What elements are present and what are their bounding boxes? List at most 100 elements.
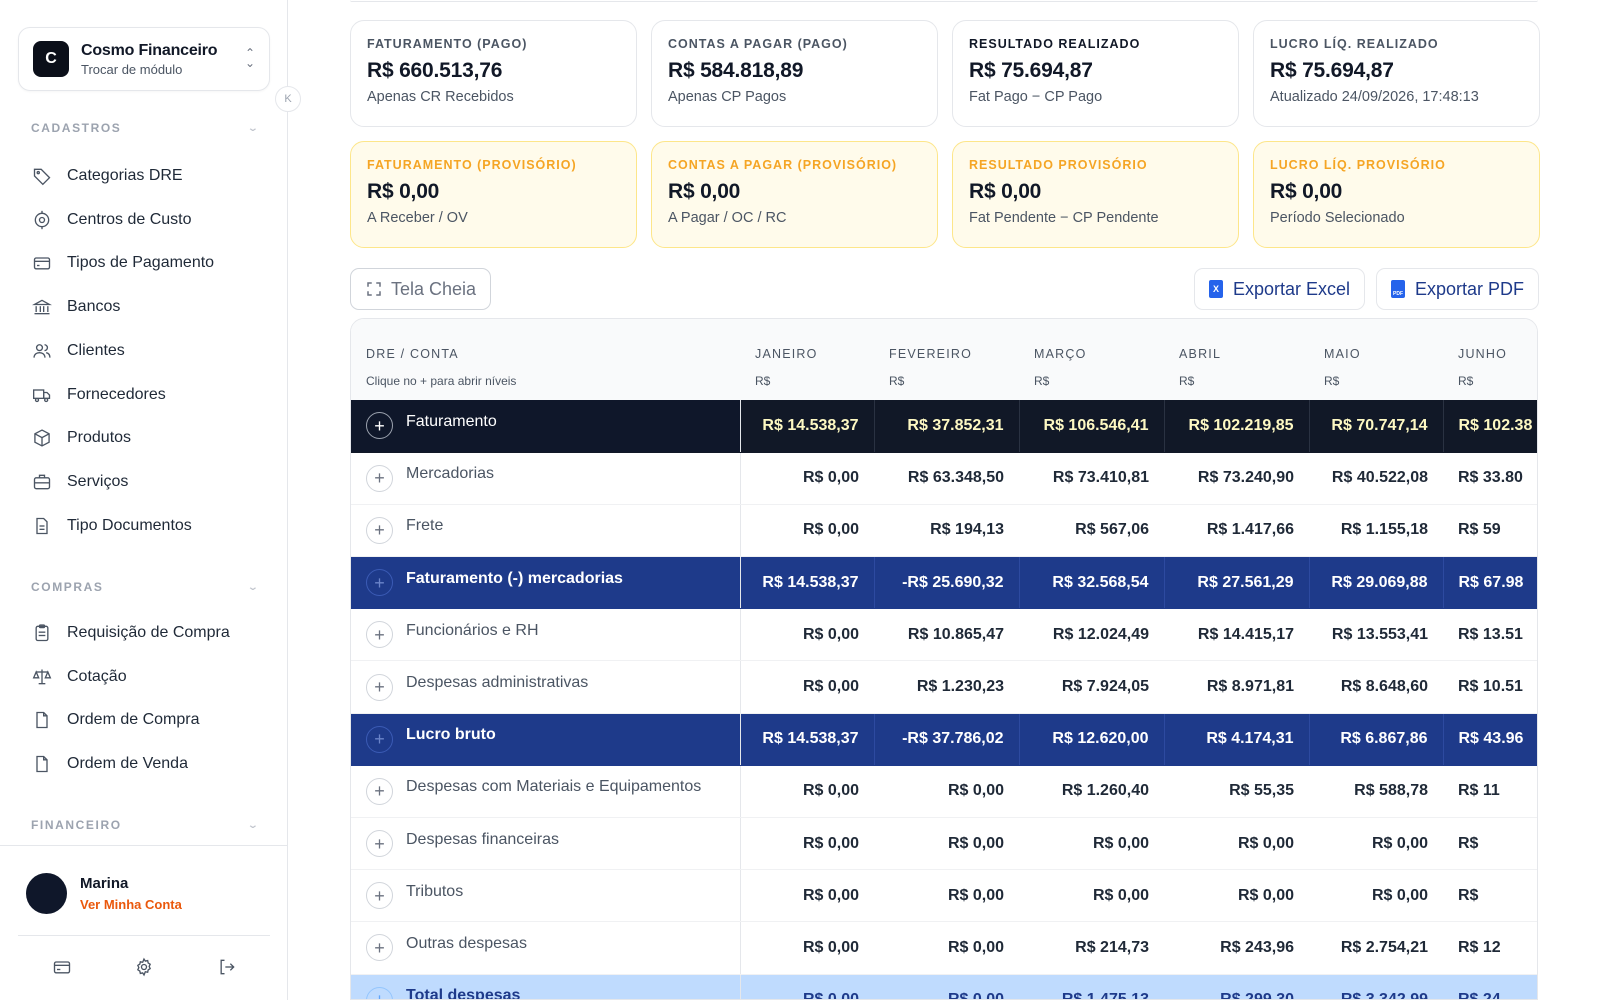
row-label: Outras despesas: [406, 934, 527, 952]
expand-plus-icon[interactable]: +: [366, 986, 393, 999]
row-account-inner: + Frete: [366, 516, 739, 544]
column-currency: R$: [1309, 361, 1443, 400]
sidebar-item-tipo-documentos[interactable]: Tipo Documentos: [31, 512, 192, 540]
document-icon: [31, 515, 53, 537]
column-header-month: MAIO: [1309, 319, 1443, 361]
cell-value: R$ 10.51: [1443, 660, 1537, 714]
export-pdf-button[interactable]: PDF Exportar PDF: [1376, 268, 1540, 310]
cell-value: R$: [1443, 869, 1537, 923]
cell-value: R$ 0,00: [874, 869, 1019, 923]
section-header-cadastros[interactable]: CADASTROS ⌄: [31, 121, 259, 135]
row-label: Total despesas: [406, 987, 521, 1000]
card-label: FATURAMENTO (PROVISÓRIO): [367, 158, 577, 172]
column-header-month: JANEIRO: [740, 319, 874, 361]
sidebar-item-servi-os[interactable]: Serviços: [31, 468, 128, 496]
expand-plus-icon[interactable]: +: [366, 569, 393, 597]
sidebar-item-tipos-de-pagamento[interactable]: Tipos de Pagamento: [31, 249, 214, 277]
chevron-down-icon: ⌄: [247, 819, 261, 831]
file-icon: [31, 753, 53, 775]
expand-plus-icon[interactable]: +: [366, 725, 393, 753]
expand-plus-icon[interactable]: +: [366, 673, 393, 701]
sidebar-item-ordem-de-compra[interactable]: Ordem de Compra: [31, 706, 200, 734]
collapse-sidebar-button[interactable]: K: [275, 86, 301, 112]
row-account-inner: + Despesas financeiras: [366, 830, 739, 858]
row-account-inner: + Outras despesas: [366, 934, 739, 962]
export-pdf-label: Exportar PDF: [1415, 278, 1525, 299]
cell-value: R$ 0,00: [1019, 817, 1164, 871]
table-row: + Despesas com Materiais e Equipamentos R$…: [351, 765, 1537, 819]
summary-card: CONTAS A PAGAR (PAGO) R$ 584.818,89 Apenas…: [651, 20, 938, 127]
my-account-link[interactable]: Ver Minha Conta: [80, 897, 182, 912]
cell-value: R$ 7.924,05: [1019, 660, 1164, 714]
table-row: + Frete R$ 0,00 R$ 194,13 R$ 567,06 R$ 1.417,…: [351, 504, 1537, 558]
sidebar-item-fornecedores[interactable]: Fornecedores: [31, 381, 166, 409]
sidebar-item-bancos[interactable]: Bancos: [31, 293, 120, 321]
sidebar-item-label: Cotação: [67, 667, 127, 685]
chevron-down-icon: ⌄: [247, 581, 261, 593]
logout-icon[interactable]: [214, 954, 240, 980]
sidebar-item-clientes[interactable]: Clientes: [31, 337, 125, 365]
expand-plus-icon[interactable]: +: [366, 412, 393, 440]
cell-value: R$ 0,00: [740, 452, 874, 505]
bank-icon: [31, 296, 53, 318]
section-header-compras[interactable]: COMPRAS ⌄: [31, 580, 259, 594]
sidebar-item-produtos[interactable]: Produtos: [31, 424, 131, 452]
cell-value: R$ 63.348,50: [874, 452, 1019, 505]
dre-table: DRE / CONTA JANEIRO FEVEREIRO MARÇO ABRIL MAI…: [350, 318, 1538, 1000]
cell-value: R$ 59: [1443, 504, 1537, 558]
row-account: + Despesas financeiras: [351, 817, 741, 871]
card-icon[interactable]: [49, 954, 75, 980]
section-header-financeiro[interactable]: FINANCEIRO ⌄: [31, 818, 259, 832]
fullscreen-button[interactable]: Tela Cheia: [350, 268, 492, 310]
sidebar-item-label: Serviços: [67, 472, 129, 490]
pdf-file-icon: PDF: [1391, 280, 1405, 298]
section-title: CADASTROS: [31, 121, 122, 135]
sidebar-item-categorias-dre[interactable]: Categorias DRE: [31, 162, 183, 190]
card-value: R$ 0,00: [668, 180, 741, 203]
sidebar-item-requisi-o-de-compra[interactable]: Requisição de Compra: [31, 619, 230, 647]
expand-plus-icon[interactable]: +: [366, 777, 393, 805]
card-value: R$ 584.818,89: [668, 59, 804, 82]
cell-value: R$ 1.155,18: [1309, 504, 1443, 558]
row-account-inner: + Faturamento (-) mercadorias: [366, 569, 739, 597]
column-currency: R$: [1019, 361, 1164, 400]
cell-value: R$ 0,00: [874, 921, 1019, 975]
module-switcher[interactable]: C Cosmo Financeiro Trocar de módulo ⌃ ⌄: [18, 27, 270, 91]
sidebar-item-centros-de-custo[interactable]: Centros de Custo: [31, 206, 192, 234]
expand-plus-icon[interactable]: +: [366, 830, 393, 858]
cell-value: R$ 55,35: [1164, 765, 1309, 819]
cell-value: R$ 24: [1443, 974, 1537, 999]
sidebar-item-ordem-de-venda[interactable]: Ordem de Venda: [31, 750, 188, 778]
row-account-inner: + Despesas administrativas: [366, 673, 739, 701]
cell-value: R$ 0,00: [740, 817, 874, 871]
expand-plus-icon[interactable]: +: [366, 621, 393, 649]
cell-value: R$ 8.648,60: [1309, 660, 1443, 714]
row-account: + Tributos: [351, 869, 741, 923]
expand-plus-icon[interactable]: +: [366, 516, 393, 544]
sidebar-item-label: Produtos: [67, 429, 132, 447]
row-account: + Despesas com Materiais e Equipamentos: [351, 765, 741, 819]
column-currency: R$: [1164, 361, 1309, 400]
gear-icon[interactable]: [131, 954, 157, 980]
cell-value: R$ 10.865,47: [874, 608, 1019, 662]
sidebar-item-label: Categorias DRE: [67, 167, 183, 184]
row-label: Lucro bruto: [406, 726, 496, 744]
card-subtitle: Fat Pago − CP Pago: [969, 89, 1103, 105]
card-value: R$ 75.694,87: [1270, 59, 1394, 82]
expand-plus-icon[interactable]: +: [366, 934, 393, 962]
expand-plus-icon[interactable]: +: [366, 882, 393, 910]
sidebar-item-cota-o[interactable]: Cotação: [31, 663, 127, 691]
export-excel-button[interactable]: X Exportar Excel: [1194, 268, 1366, 310]
avatar[interactable]: [26, 873, 67, 914]
credit-card-icon: [31, 252, 53, 274]
row-label: Frete: [406, 517, 444, 535]
cell-value: R$ 70.747,14: [1308, 400, 1443, 453]
section-title: COMPRAS: [31, 580, 104, 594]
column-header-account: DRE / CONTA: [351, 319, 740, 361]
sidebar-item-label: Fornecedores: [67, 385, 166, 403]
cell-value: R$ 6.867,86: [1308, 713, 1443, 766]
expand-plus-icon[interactable]: +: [366, 464, 393, 492]
top-panel-edge: [350, 0, 1538, 2]
pdf-icon-glyph: PDF: [1393, 291, 1403, 297]
